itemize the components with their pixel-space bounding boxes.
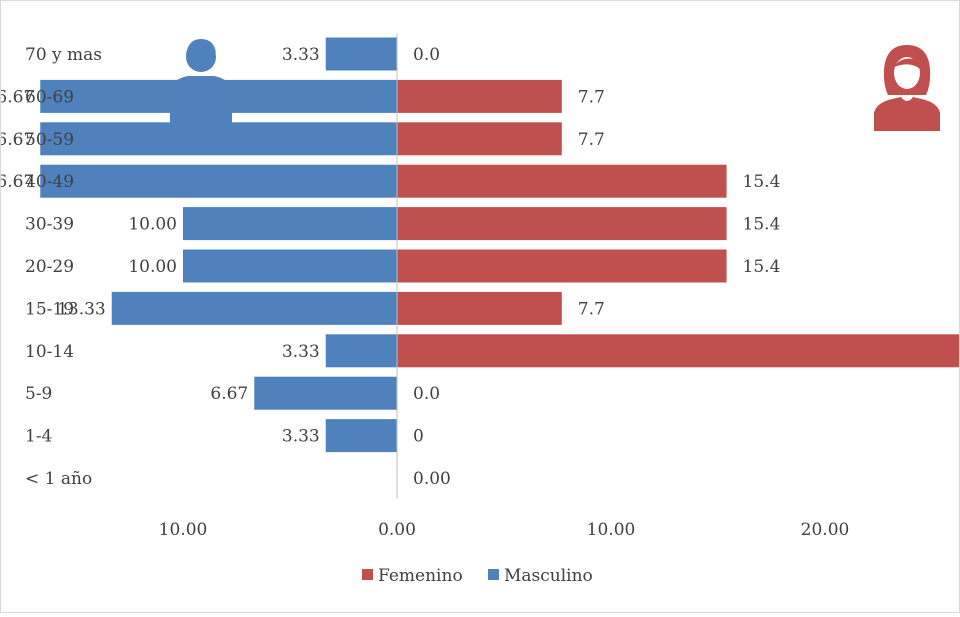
bars-layer [40,37,960,453]
category-label: 60-69 [25,87,74,107]
legend-swatch-femenino [362,569,373,580]
legend-label-femenino: Femenino [378,566,463,586]
data-label-femenino: 0.0 [413,384,440,404]
data-label-femenino: 0.00 [413,469,451,489]
legend-swatch-masculino [488,569,499,580]
female-person-icon [874,45,940,131]
bar-masculino [40,164,398,198]
bar-masculino [183,249,397,283]
x-tick-label: 0.00 [378,520,416,540]
bar-femenino [397,334,960,368]
data-label-masculino: 10.00 [128,257,177,277]
category-label: 70 y mas [25,45,102,65]
category-label: 40-49 [25,172,74,192]
category-labels: 70 y mas 60-69 50-59 40-49 30-39 20-29 15-19 10… [25,45,102,489]
data-label-masculino: 16.67 [1,172,34,192]
category-label: 30-39 [25,215,74,235]
category-label: 1-4 [25,427,52,447]
category-label: < 1 año [25,469,92,489]
data-label-masculino: 3.33 [282,427,320,447]
data-label-masculino: 6.67 [210,384,248,404]
x-tick-label: 20.00 [801,520,850,540]
bar-femenino [397,79,562,113]
male-person-icon [170,39,232,125]
bar-masculino [40,122,398,156]
legend-label-masculino: Masculino [504,566,593,586]
x-tick-label: 10.00 [159,520,208,540]
bar-masculino [325,334,397,368]
bar-femenino [397,291,562,325]
bar-masculino [325,37,397,71]
bar-femenino [397,122,562,156]
bar-masculino [183,207,397,241]
category-label: 50-59 [25,130,74,150]
bar-femenino [397,249,727,283]
bar-masculino [111,291,397,325]
data-labels: 3.33 0.0 16.67 7.7 16.67 7.7 16.67 15.4 10.00 15.… [0,45,781,489]
bar-masculino [325,419,397,453]
data-label-femenino: 15.4 [743,172,781,192]
data-label-masculino: 16.67 [1,130,34,150]
data-label-femenino: 7.7 [578,87,605,107]
data-label-femenino: 0.0 [413,45,440,65]
data-label-masculino: 3.33 [282,342,320,362]
legend: Femenino Masculino [362,566,593,586]
category-label: 15-19 [25,299,74,319]
data-label-masculino: 3.33 [282,45,320,65]
category-label: 20-29 [25,257,74,277]
data-label-masculino: 13.33 [57,299,106,319]
x-tick-label: 10.00 [587,520,636,540]
data-label-femenino: 15.4 [743,215,781,235]
data-label-femenino: 7.7 [578,299,605,319]
data-label-masculino: 10.00 [128,215,177,235]
data-label-femenino: 0 [413,427,424,447]
bar-masculino [254,376,397,410]
bar-femenino [397,207,727,241]
data-label-femenino: 7.7 [578,130,605,150]
data-label-masculino: 16.67 [1,87,34,107]
category-label: 10-14 [25,342,74,362]
data-label-femenino: 15.4 [743,257,781,277]
category-label: 5-9 [25,384,52,404]
bar-femenino [397,164,727,198]
